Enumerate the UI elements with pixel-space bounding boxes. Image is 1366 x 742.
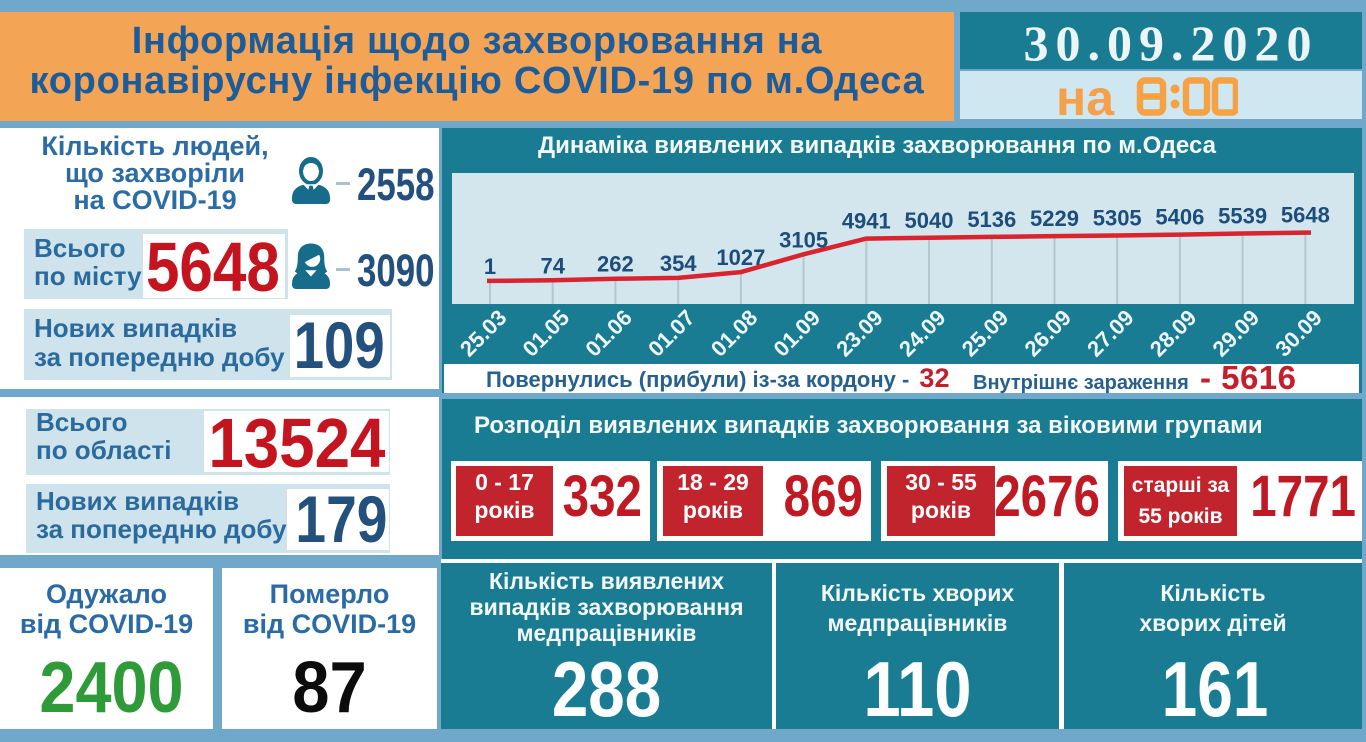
svg-text:5229: 5229: [1030, 206, 1079, 231]
svg-text:26.09: 26.09: [1019, 305, 1076, 362]
svg-text:5648: 5648: [1281, 203, 1330, 228]
svg-text:28.09: 28.09: [1145, 305, 1202, 362]
svg-text:5136: 5136: [967, 207, 1016, 232]
svg-text:01.08: 01.08: [706, 305, 763, 362]
svg-text:4941: 4941: [842, 209, 891, 234]
svg-text:01.05: 01.05: [518, 305, 575, 362]
svg-text:23.09: 23.09: [831, 305, 888, 362]
svg-text:01.09: 01.09: [769, 305, 826, 362]
svg-text:1027: 1027: [716, 245, 765, 270]
svg-text:5539: 5539: [1218, 204, 1267, 229]
svg-text:1: 1: [484, 254, 496, 279]
svg-text:354: 354: [660, 251, 697, 276]
svg-text:29.09: 29.09: [1208, 305, 1265, 362]
svg-text:01.06: 01.06: [580, 305, 637, 362]
svg-text:5040: 5040: [905, 208, 954, 233]
svg-text:24.09: 24.09: [894, 305, 951, 362]
svg-text:74: 74: [540, 253, 565, 278]
svg-text:5305: 5305: [1093, 206, 1142, 231]
svg-text:25.09: 25.09: [957, 305, 1014, 362]
svg-text:262: 262: [597, 252, 634, 277]
svg-text:01.07: 01.07: [643, 305, 700, 362]
svg-text:5406: 5406: [1155, 205, 1204, 230]
svg-text:30.09: 30.09: [1270, 305, 1327, 362]
svg-text:3105: 3105: [779, 227, 828, 252]
svg-text:27.09: 27.09: [1082, 305, 1139, 362]
svg-text:25.03: 25.03: [455, 305, 512, 362]
